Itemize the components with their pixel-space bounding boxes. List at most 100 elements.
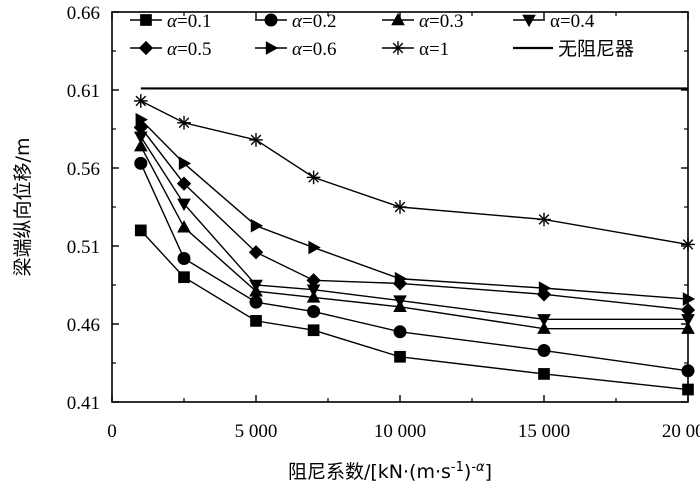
asterisk-stroke bbox=[394, 201, 406, 213]
data-point-square bbox=[250, 315, 262, 327]
data-point-circle bbox=[681, 364, 695, 378]
data-point-square bbox=[134, 224, 147, 237]
data-point-triangle-right bbox=[135, 112, 148, 127]
data-point-triangle-down bbox=[133, 131, 148, 144]
data-point-diamond bbox=[138, 40, 154, 56]
asterisk-stroke bbox=[250, 134, 262, 146]
data-point-diamond bbox=[133, 120, 148, 135]
data-point-triangle-down bbox=[249, 279, 263, 293]
legend-label: α=1 bbox=[419, 39, 449, 60]
data-point-circle bbox=[177, 251, 191, 265]
series-4 bbox=[133, 120, 696, 318]
series-line bbox=[140, 229, 689, 391]
data-point-triangle-right bbox=[394, 271, 408, 286]
asterisk-stroke bbox=[538, 214, 550, 225]
x-axis-title: 阻尼系数/[kN·(m·s-1)-α] bbox=[288, 460, 492, 483]
data-point-triangle-up bbox=[391, 12, 405, 26]
data-point-triangle-down bbox=[522, 14, 536, 28]
data-point-diamond bbox=[248, 245, 264, 260]
asterisk-stroke bbox=[135, 95, 147, 107]
legend-label: α=0.5 bbox=[167, 39, 211, 60]
series-3 bbox=[133, 131, 695, 327]
legend-item-7: 无阻尼器 bbox=[513, 38, 634, 60]
data-point-triangle-up bbox=[537, 321, 551, 334]
data-point-asterisk bbox=[681, 237, 695, 252]
data-point-triangle-up bbox=[133, 139, 148, 152]
data-point-diamond bbox=[392, 276, 408, 291]
data-point-triangle-down bbox=[177, 198, 191, 212]
data-point-triangle-down bbox=[393, 295, 407, 308]
y-axis-title: 梁端纵向位移/m bbox=[12, 138, 34, 277]
legend-item-5: α=0.6 bbox=[255, 39, 336, 60]
legend-label: α=0.3 bbox=[419, 11, 463, 32]
legend-label: α=0.4 bbox=[550, 11, 595, 32]
data-point-triangle-down bbox=[306, 284, 321, 297]
data-point-square bbox=[307, 324, 320, 337]
series-line bbox=[140, 136, 688, 321]
data-point-square bbox=[538, 368, 550, 380]
data-point-square bbox=[140, 14, 152, 26]
legend-label: α=0.2 bbox=[292, 11, 336, 32]
data-point-triangle-right bbox=[265, 41, 279, 55]
data-point-square bbox=[682, 383, 694, 396]
y-tick-label: 0.61 bbox=[67, 81, 100, 102]
legend: α=0.1 α=0.2 α=0.3 α=0.4 α=0.5 α=0.6 α=1 无阻尼器 bbox=[130, 11, 634, 60]
legend-item-1: α=0.2 bbox=[255, 11, 336, 32]
legend-label: 无阻尼器 bbox=[558, 38, 634, 60]
data-point-circle bbox=[537, 344, 551, 358]
data-point-triangle-right bbox=[250, 218, 264, 233]
data-point-square bbox=[178, 271, 190, 284]
series-2 bbox=[133, 139, 695, 334]
data-point-triangle-down bbox=[681, 314, 695, 327]
y-tick-label: 0.56 bbox=[67, 159, 100, 180]
asterisk-stroke bbox=[682, 239, 694, 250]
series-line bbox=[140, 163, 689, 372]
legend-label: α=0.6 bbox=[292, 39, 336, 60]
data-point-circle bbox=[307, 305, 321, 319]
data-point-asterisk bbox=[249, 133, 263, 147]
data-point-asterisk bbox=[177, 115, 191, 130]
data-point-square bbox=[394, 350, 406, 363]
legend-item-3: α=0.4 bbox=[513, 11, 595, 32]
data-point-triangle-up bbox=[177, 220, 191, 233]
data-point-asterisk bbox=[306, 170, 321, 185]
y-tick-label: 0.51 bbox=[67, 237, 100, 258]
y-tick-label: 0.46 bbox=[67, 315, 100, 336]
x-tick-label: 0 bbox=[107, 421, 117, 442]
data-point-asterisk bbox=[393, 200, 407, 214]
x-tick-label: 5 000 bbox=[235, 421, 278, 442]
y-tick-label: 0.66 bbox=[67, 3, 100, 24]
data-point-asterisk bbox=[391, 41, 405, 55]
legend-item-2: α=0.3 bbox=[382, 11, 463, 32]
data-point-triangle-right bbox=[538, 281, 552, 295]
x-tick-label: 15 000 bbox=[518, 421, 570, 442]
data-point-triangle-down bbox=[537, 314, 551, 327]
asterisk-stroke bbox=[308, 172, 319, 183]
asterisk-stroke bbox=[178, 117, 190, 129]
data-point-triangle-right bbox=[682, 292, 696, 306]
series-6 bbox=[133, 94, 695, 252]
data-point-triangle-up bbox=[681, 321, 695, 334]
series-0 bbox=[134, 224, 694, 396]
data-point-asterisk bbox=[133, 94, 148, 108]
y-tick-label: 0.41 bbox=[67, 393, 100, 414]
data-point-diamond bbox=[306, 273, 321, 288]
data-point-circle bbox=[134, 156, 148, 170]
data-point-triangle-right bbox=[178, 156, 192, 171]
data-point-diamond bbox=[680, 302, 696, 318]
asterisk-stroke bbox=[392, 42, 404, 54]
data-point-circle bbox=[393, 325, 407, 339]
series-layer bbox=[133, 87, 696, 396]
series-5 bbox=[135, 112, 696, 306]
legend-item-6: α=1 bbox=[382, 39, 449, 60]
x-tick-label: 10 000 bbox=[374, 421, 426, 442]
data-point-circle bbox=[264, 13, 278, 27]
series-line bbox=[140, 100, 689, 246]
x-tick-label: 20 000 bbox=[662, 421, 700, 442]
legend-label: α=0.1 bbox=[167, 11, 211, 32]
data-point-triangle-right bbox=[308, 240, 321, 255]
data-point-circle bbox=[249, 295, 263, 309]
legend-item-0: α=0.1 bbox=[130, 11, 211, 32]
legend-item-4: α=0.5 bbox=[130, 39, 211, 60]
